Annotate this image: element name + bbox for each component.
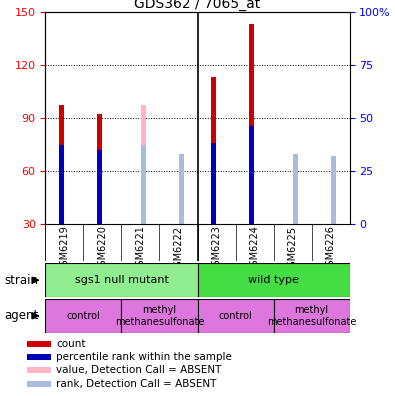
Text: methyl
methanesulfonate: methyl methanesulfonate [267, 305, 356, 327]
Bar [331, 215, 336, 224]
Bar [141, 145, 146, 224]
Bar [97, 150, 102, 224]
Text: methyl
methanesulfonate: methyl methanesulfonate [115, 305, 204, 327]
Bar [198, 263, 350, 297]
Bar [179, 154, 184, 224]
Bar [211, 143, 216, 224]
Bar [27, 341, 51, 347]
Text: GSM6221: GSM6221 [135, 226, 145, 272]
Bar [331, 156, 336, 224]
Bar [45, 263, 198, 297]
Bar [198, 299, 274, 333]
Text: strain: strain [4, 274, 38, 287]
Text: count: count [56, 339, 86, 349]
Bar [211, 77, 216, 224]
Text: agent: agent [4, 309, 38, 322]
Bar [27, 354, 51, 360]
Bar [293, 154, 298, 224]
Bar [141, 105, 146, 224]
Text: control: control [219, 311, 252, 321]
Bar [179, 220, 184, 224]
Bar [59, 145, 64, 224]
Bar [249, 126, 254, 224]
Bar [211, 143, 216, 224]
Text: GSM6222: GSM6222 [173, 226, 184, 272]
Title: GDS362 / 7065_at: GDS362 / 7065_at [134, 0, 261, 11]
Text: rank, Detection Call = ABSENT: rank, Detection Call = ABSENT [56, 379, 216, 389]
Bar [97, 150, 102, 224]
Bar [249, 126, 254, 224]
Text: sgs1 null mutant: sgs1 null mutant [75, 275, 168, 285]
Text: GSM6223: GSM6223 [211, 226, 222, 272]
Text: value, Detection Call = ABSENT: value, Detection Call = ABSENT [56, 366, 222, 375]
Bar [249, 24, 254, 224]
Bar [27, 381, 51, 387]
Bar [59, 105, 64, 224]
Text: control: control [67, 311, 100, 321]
Text: GSM6225: GSM6225 [288, 226, 297, 272]
Text: wild type: wild type [248, 275, 299, 285]
Text: GSM6226: GSM6226 [325, 226, 336, 272]
Bar [122, 299, 198, 333]
Bar [97, 114, 102, 224]
Text: GSM6224: GSM6224 [250, 226, 260, 272]
Text: percentile rank within the sample: percentile rank within the sample [56, 352, 232, 362]
Bar [27, 367, 51, 373]
Bar [293, 162, 298, 224]
Text: GSM6220: GSM6220 [98, 226, 107, 272]
Bar [45, 299, 122, 333]
Text: GSM6219: GSM6219 [59, 226, 70, 272]
Bar [59, 145, 64, 224]
Bar [273, 299, 350, 333]
